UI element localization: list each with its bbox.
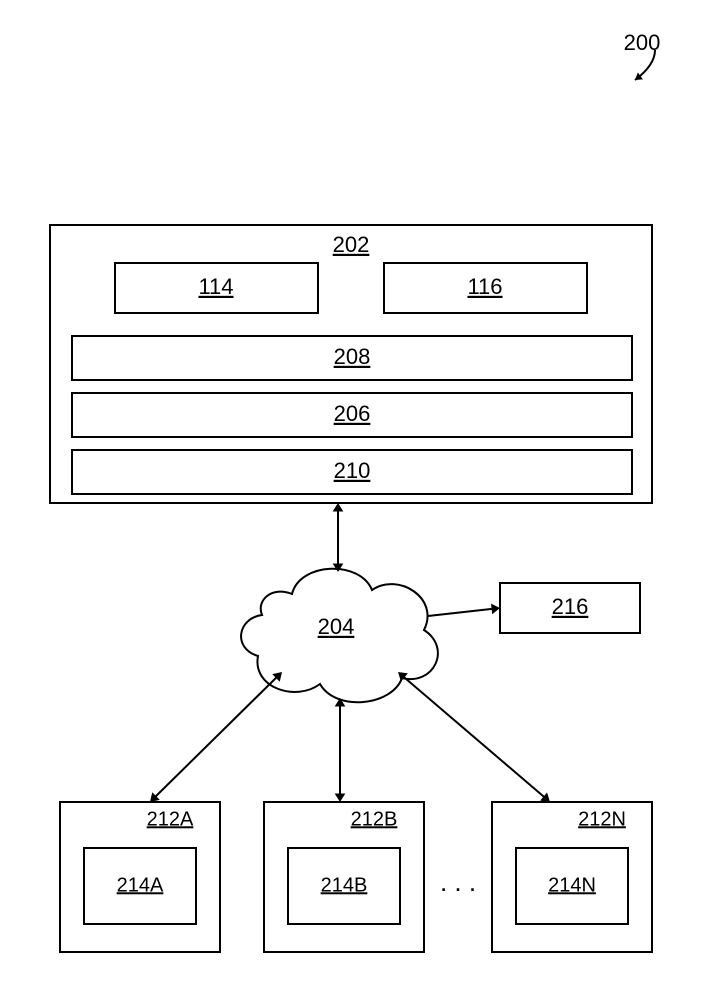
arrow-cloud_to_216 (428, 609, 492, 616)
label-inner_116: 116 (467, 274, 502, 299)
arrowhead (335, 698, 346, 706)
ellipsis: . . . (440, 867, 476, 897)
label-host_202: 202 (333, 232, 370, 257)
label-bar_206: 206 (334, 401, 371, 426)
arrow-cloud_212A (156, 678, 277, 797)
label-dev_212N: 212N (578, 808, 626, 830)
label-cloud-204: 204 (318, 614, 355, 639)
arrowhead (491, 604, 500, 615)
label-inner_214B: 214B (321, 874, 368, 896)
label-bar_208: 208 (334, 344, 371, 369)
arrowhead (333, 503, 344, 511)
label-inner_214A: 214A (117, 874, 164, 896)
label-dev_212A: 212A (147, 808, 194, 830)
label-dev_212B: 212B (351, 808, 398, 830)
label-side_216: 216 (552, 594, 589, 619)
label-inner_114: 114 (198, 274, 233, 299)
arrowhead (335, 794, 346, 802)
arrow-cloud_212N (404, 677, 544, 797)
label-bar_210: 210 (334, 458, 371, 483)
label-inner_214N: 214N (548, 874, 596, 896)
